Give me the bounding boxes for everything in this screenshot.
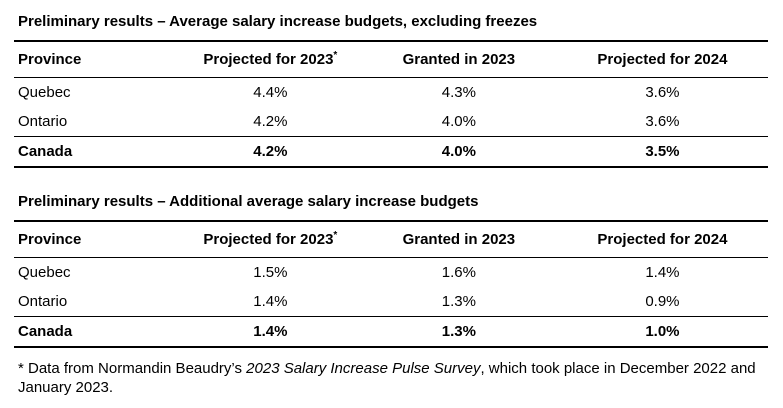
cell-province: Ontario (18, 293, 68, 310)
table-section-excluding-freezes: Preliminary results – Average salary inc… (14, 13, 769, 168)
table-row-canada-total: Canada 4.2% 4.0% 3.5% (14, 136, 768, 167)
cell-projected-2024: 0.9% (645, 293, 680, 310)
col-header-granted-2023: Granted in 2023 (361, 41, 557, 78)
cell-province: Canada (18, 143, 73, 160)
col-header-projected-2023: Projected for 2023* (180, 221, 361, 258)
cell-projected-2024: 1.0% (645, 323, 680, 340)
footnote-suffix: , which took place in December 2022 and … (18, 360, 756, 396)
table-header-row: Province Projected for 2023* Granted in … (14, 41, 768, 78)
salary-table-excluding-freezes: Province Projected for 2023* Granted in … (14, 40, 768, 168)
col-header-label: Province (18, 51, 82, 68)
table-section-additional-budgets: Preliminary results – Additional average… (14, 193, 769, 348)
page: Preliminary results – Average salary inc… (14, 13, 769, 397)
cell-projected-2023: 1.4% (253, 323, 288, 340)
col-header-projected-2023: Projected for 2023* (180, 41, 361, 78)
footnote-asterisk: * (333, 50, 338, 61)
col-header-projected-2024: Projected for 2024 (557, 41, 768, 78)
table-row-canada-total: Canada 1.4% 1.3% 1.0% (14, 316, 768, 347)
cell-projected-2023: 4.2% (253, 113, 288, 130)
cell-province: Ontario (18, 113, 68, 130)
cell-province: Canada (18, 323, 73, 340)
cell-province: Quebec (18, 264, 71, 281)
cell-granted-2023: 1.3% (441, 293, 476, 310)
cell-projected-2024: 3.6% (645, 113, 680, 130)
cell-projected-2024: 1.4% (645, 264, 680, 281)
cell-province: Quebec (18, 84, 71, 101)
salary-table-additional-budgets: Province Projected for 2023* Granted in … (14, 220, 768, 348)
col-header-province: Province (14, 41, 180, 78)
cell-granted-2023: 4.3% (441, 84, 476, 101)
cell-granted-2023: 4.0% (441, 113, 476, 130)
table-row-quebec: Quebec 1.5% 1.6% 1.4% (14, 258, 768, 288)
col-header-label: Projected for 2023 (203, 51, 334, 68)
cell-granted-2023: 4.0% (441, 143, 476, 160)
col-header-label: Projected for 2024 (597, 51, 728, 68)
cell-projected-2023: 1.5% (253, 264, 288, 281)
col-header-label: Projected for 2024 (597, 231, 728, 248)
footnote-asterisk: * (333, 230, 338, 241)
col-header-projected-2024: Projected for 2024 (557, 221, 768, 258)
footnote-survey-name: 2023 Salary Increase Pulse Survey (246, 360, 481, 377)
col-header-label: Province (18, 231, 82, 248)
cell-granted-2023: 1.6% (441, 264, 476, 281)
footnote: * Data from Normandin Beaudry’s 2023 Sal… (18, 359, 768, 397)
table-title: Preliminary results – Additional average… (18, 193, 479, 210)
col-header-province: Province (14, 221, 180, 258)
cell-projected-2023: 1.4% (253, 293, 288, 310)
footnote-prefix: * Data from Normandin Beaudry’s (18, 360, 247, 377)
cell-projected-2023: 4.2% (253, 143, 288, 160)
cell-projected-2024: 3.6% (645, 84, 680, 101)
cell-granted-2023: 1.3% (441, 323, 476, 340)
table-row-ontario: Ontario 1.4% 1.3% 0.9% (14, 287, 768, 317)
col-header-label: Granted in 2023 (402, 231, 516, 248)
col-header-label: Projected for 2023 (203, 231, 334, 248)
table-title: Preliminary results – Average salary inc… (18, 13, 538, 30)
cell-projected-2024: 3.5% (645, 143, 680, 160)
table-row-ontario: Ontario 4.2% 4.0% 3.6% (14, 107, 768, 137)
table-header-row: Province Projected for 2023* Granted in … (14, 221, 768, 258)
col-header-label: Granted in 2023 (402, 51, 516, 68)
table-row-quebec: Quebec 4.4% 4.3% 3.6% (14, 78, 768, 108)
col-header-granted-2023: Granted in 2023 (361, 221, 557, 258)
cell-projected-2023: 4.4% (253, 84, 288, 101)
